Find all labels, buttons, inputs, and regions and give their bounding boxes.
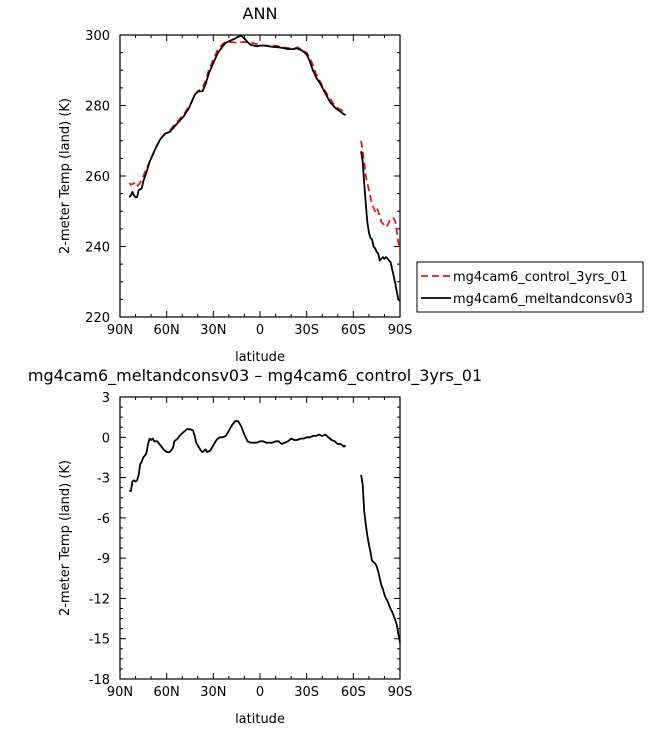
x-tick-label: 60N [154, 685, 180, 700]
y-tick-label: 240 [85, 241, 110, 256]
y-tick-label: -12 [89, 592, 110, 607]
x-axis-label: latitude [235, 712, 285, 727]
y-tick-label: -18 [89, 673, 110, 688]
x-tick-label: 60S [341, 323, 366, 338]
x-tick-label: 30S [294, 685, 319, 700]
plot-frame [119, 34, 401, 318]
series-line-1-segment-1 [129, 420, 347, 492]
y-axis-label: 2-meter Temp (land) (K) [58, 98, 73, 254]
y-tick-label: 300 [85, 29, 110, 44]
y-tick-label: 3 [102, 391, 110, 406]
y-tick-label: 260 [85, 170, 110, 185]
x-tick-label: 0 [256, 685, 264, 700]
legend: mg4cam6_control_3yrs_01 mg4cam6_meltandco… [416, 261, 644, 313]
y-tick-label: -3 [97, 472, 110, 487]
x-tick-label: 60N [154, 323, 180, 338]
series-line-1-segment-1 [128, 41, 346, 188]
x-tick-label: 0 [256, 323, 264, 338]
x-tick-label: 90S [388, 323, 413, 338]
chart-title: ANN [243, 4, 278, 23]
legend-box [416, 261, 644, 313]
chart-title: mg4cam6_meltandconsv03 – mg4cam6_control… [28, 366, 482, 386]
legend-label-1: mg4cam6_control_3yrs_01 [453, 270, 627, 285]
series-line-2-segment-1 [128, 34, 346, 199]
y-tick-label: -9 [97, 552, 110, 567]
x-tick-label: 60S [341, 685, 366, 700]
legend-label-2: mg4cam6_meltandconsv03 [453, 292, 633, 307]
series-line-1-segment-2 [360, 474, 401, 643]
series-line-1-segment-2 [360, 140, 401, 249]
x-tick-label: 30N [200, 323, 226, 338]
y-axis-label: 2-meter Temp (land) (K) [58, 460, 73, 616]
x-tick-label: 90N [107, 685, 133, 700]
x-tick-label: 30N [200, 685, 226, 700]
y-tick-label: -15 [89, 633, 110, 648]
y-tick-label: 0 [102, 431, 110, 446]
y-tick-label: -6 [97, 512, 110, 527]
y-tick-label: 280 [85, 100, 110, 115]
x-axis-label: latitude [235, 350, 285, 365]
series-line-2-segment-2 [360, 151, 401, 302]
x-tick-label: 90S [388, 685, 413, 700]
x-tick-label: 30S [294, 323, 319, 338]
chart-panel-1: ANN 90N 60N 30N 0 30S 60S 90S 220 240 260 280 300 lat… [58, 4, 644, 365]
plot-frame [119, 396, 401, 680]
chart-panel-2: mg4cam6_meltandconsv03 – mg4cam6_control… [28, 366, 482, 727]
y-tick-label: 220 [85, 311, 110, 326]
x-tick-label: 90N [107, 323, 133, 338]
